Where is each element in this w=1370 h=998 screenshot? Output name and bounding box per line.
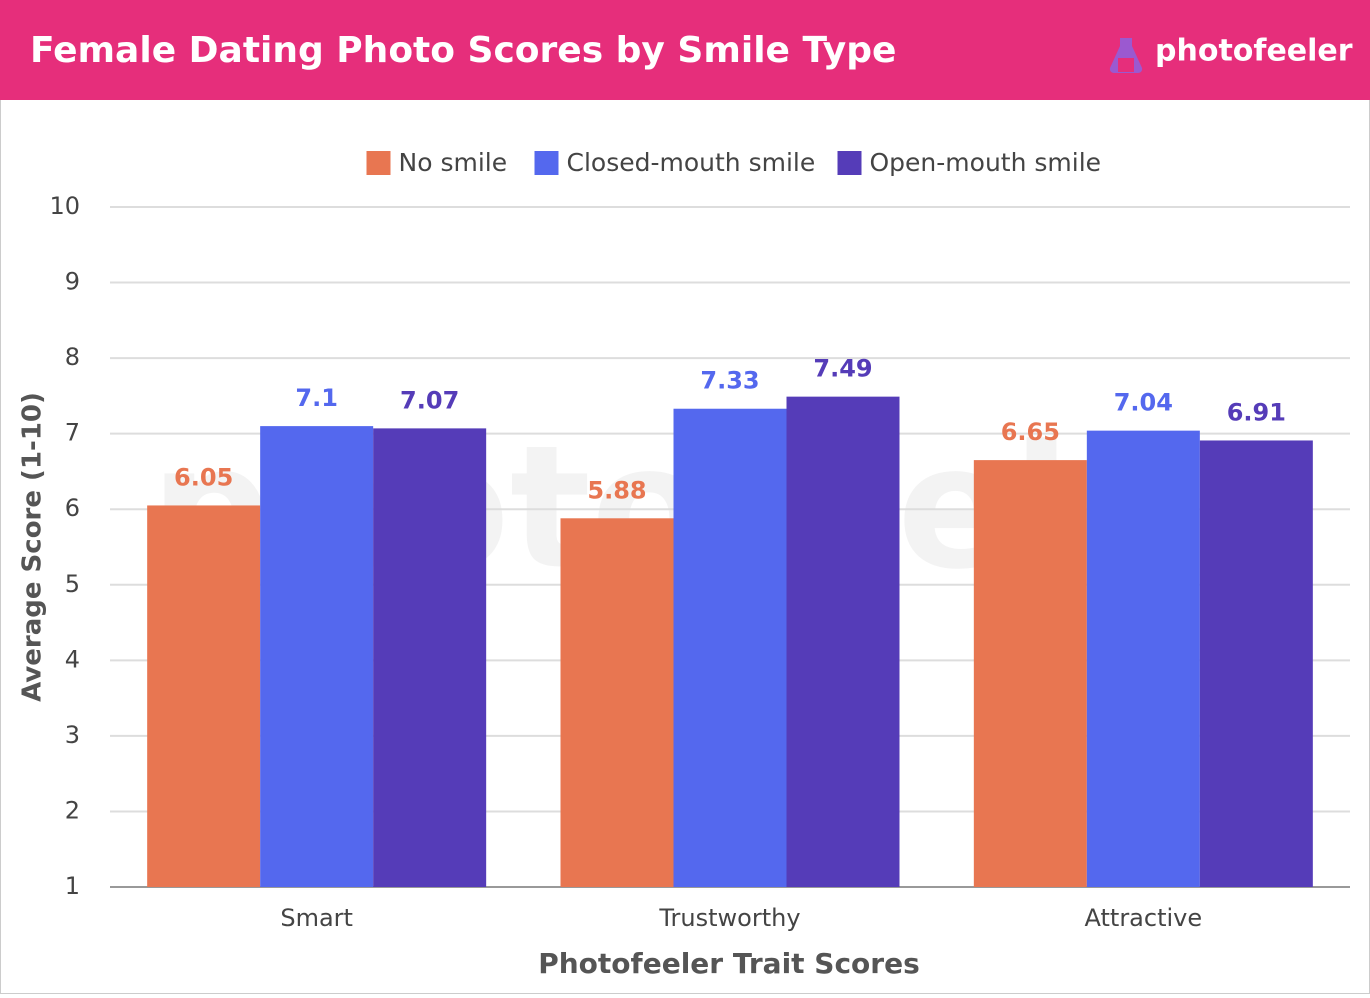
data-label: 7.33: [700, 367, 759, 395]
data-label: 6.91: [1227, 398, 1286, 426]
x-axis-title: Photofeeler Trait Scores: [538, 947, 920, 980]
y-tick-label: 4: [65, 645, 80, 673]
logo: [1109, 38, 1143, 74]
bar: [147, 505, 261, 887]
bar: [673, 408, 787, 887]
x-tick-label: Smart: [280, 904, 353, 932]
logo-icon: [1109, 38, 1143, 74]
bar: [560, 518, 674, 887]
y-tick-label: 10: [49, 192, 80, 220]
y-tick-label: 5: [65, 570, 80, 598]
legend-label: Closed-mouth smile: [567, 148, 816, 177]
y-tick-label: 8: [65, 343, 80, 371]
data-label: 5.88: [587, 476, 646, 504]
y-tick-label: 9: [65, 268, 80, 296]
header-bar: [0, 0, 1370, 100]
data-label: 7.1: [295, 384, 338, 412]
bar: [973, 460, 1087, 887]
data-label: 7.04: [1114, 389, 1173, 417]
brand: photofeeler: [1155, 34, 1353, 69]
legend-swatch: [366, 151, 391, 175]
chart-title: Female Dating Photo Scores by Smile Type: [30, 30, 896, 71]
x-tick-label: Attractive: [1085, 904, 1203, 932]
y-tick-label: 7: [65, 419, 80, 447]
data-label: 7.49: [813, 355, 872, 383]
legend-label: Open-mouth smile: [870, 148, 1102, 177]
y-tick-label: 1: [65, 872, 80, 900]
legend-swatch: [534, 151, 559, 175]
data-label: 6.65: [1001, 418, 1060, 446]
y-tick-label: 3: [65, 721, 80, 749]
legend-label: No smile: [399, 148, 508, 177]
data-label: 6.05: [174, 463, 233, 491]
logo-icon: [1118, 58, 1134, 72]
bar: [373, 428, 487, 887]
x-tick-label: Trustworthy: [658, 904, 800, 932]
bar: [786, 396, 900, 887]
bar: [260, 426, 374, 887]
y-tick-label: 6: [65, 494, 80, 522]
bar: [1199, 440, 1313, 887]
y-axis-title: Average Score (1-10): [18, 392, 48, 702]
y-tick-label: 2: [65, 796, 80, 824]
bar: [1086, 430, 1200, 887]
legend-swatch: [837, 151, 862, 175]
data-label: 7.07: [400, 386, 459, 414]
